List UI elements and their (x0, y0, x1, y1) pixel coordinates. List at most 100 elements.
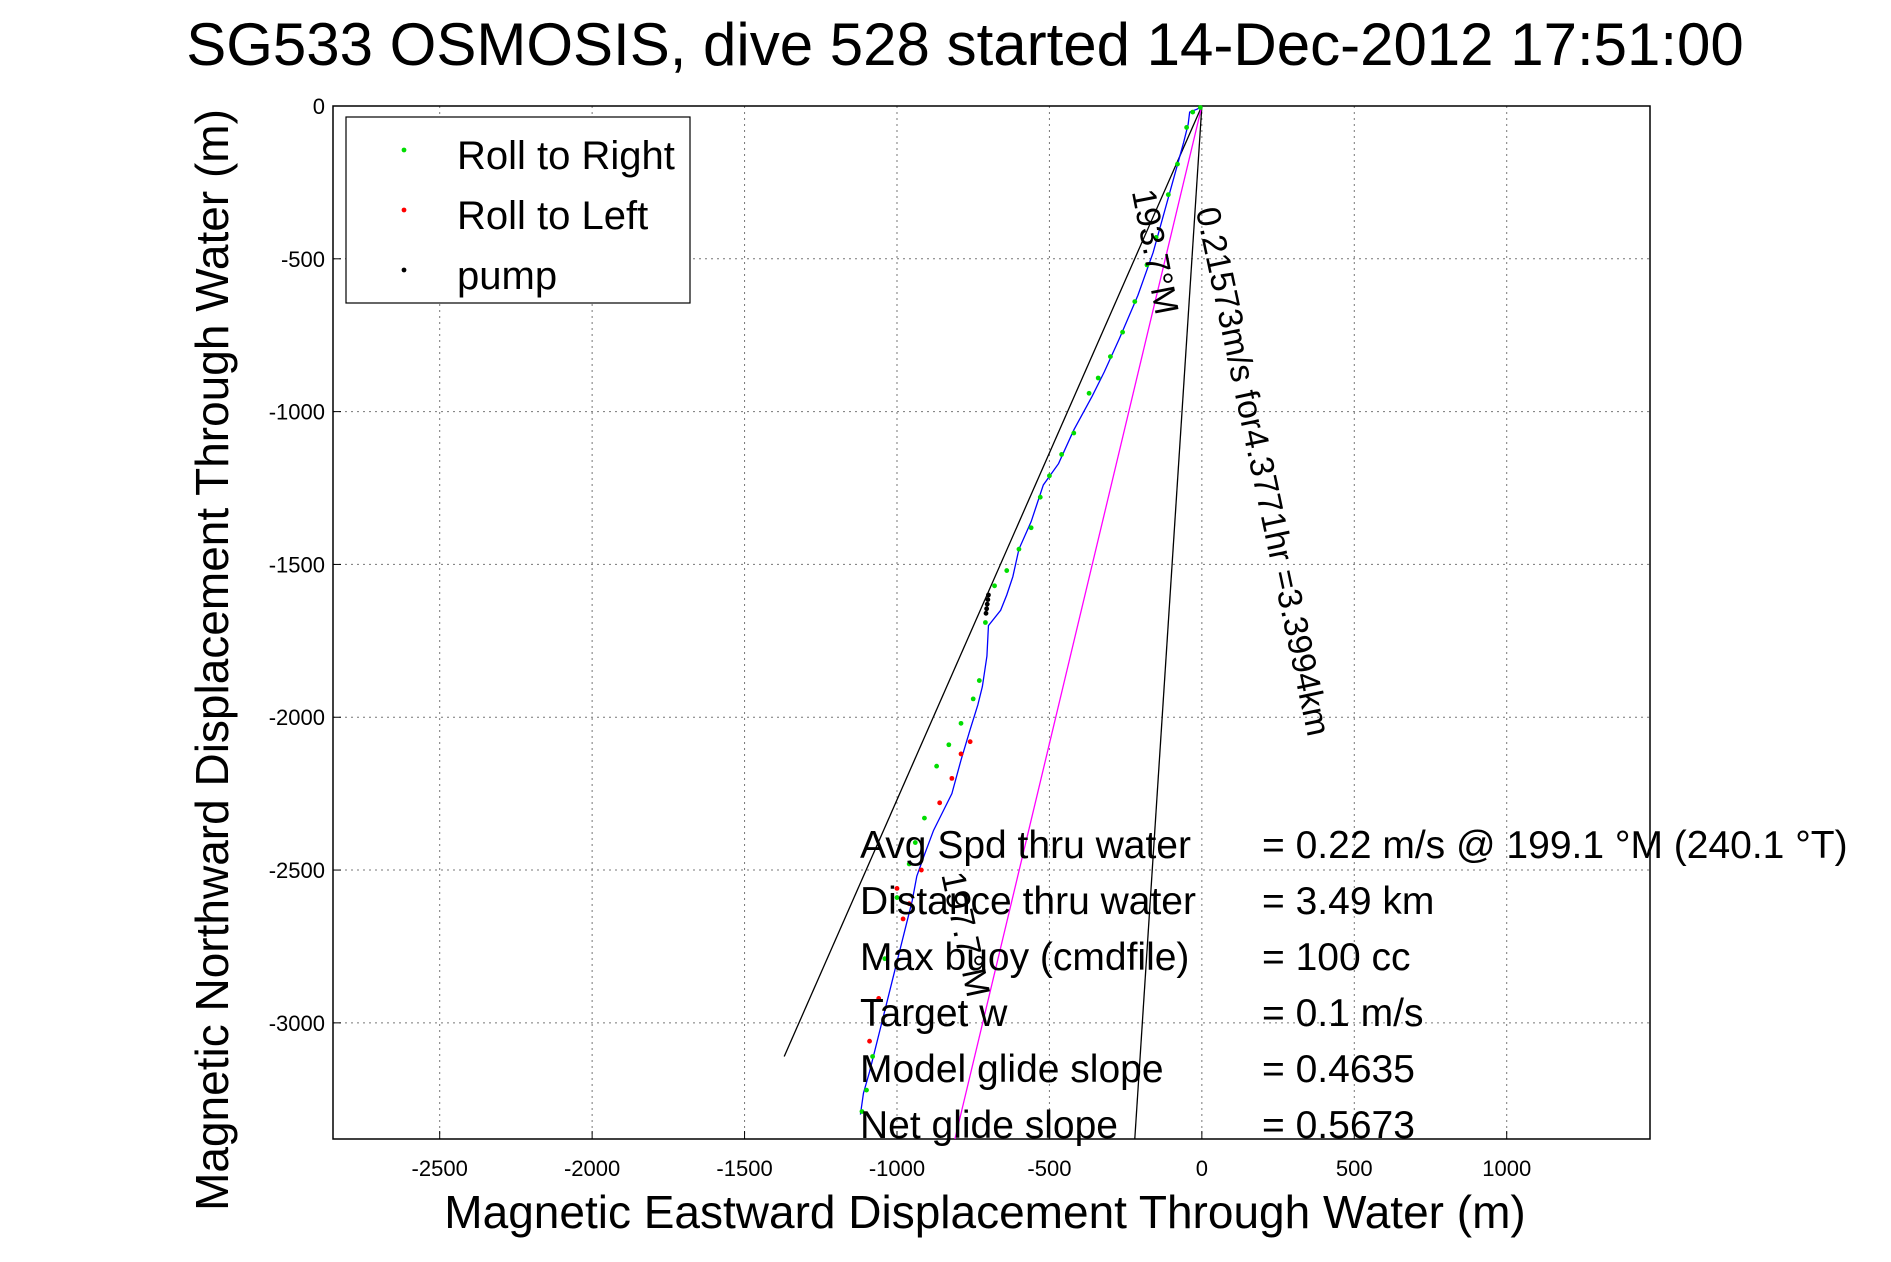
legend: Roll to Right Roll to Left pump (345, 116, 691, 304)
annotations: 0.21573m/s for4.3771hr =3.3994km193.7°M1… (933, 186, 1337, 1001)
y-axis-label: Magnetic Northward Displacement Through … (186, 109, 238, 1211)
stat-value: = 0.1 m/s (1262, 992, 1423, 1035)
x-tick-label: 1000 (1482, 1156, 1531, 1181)
stat-value: = 100 cc (1262, 936, 1411, 979)
data-point (1059, 452, 1065, 457)
plot-frame (332, 105, 1651, 1140)
data-point (946, 742, 952, 748)
x-tick-label: 0 (1196, 1156, 1208, 1181)
data-point (1071, 430, 1077, 436)
data-point (934, 763, 940, 769)
data-point (958, 720, 964, 726)
legend-label: pump (457, 254, 557, 298)
y-tick-label: -1000 (269, 400, 325, 425)
stat-value: = 0.5673 (1262, 1104, 1415, 1147)
data-point (882, 956, 888, 962)
data-point (867, 1038, 872, 1044)
track-line (859, 105, 1203, 1115)
stats-panel: Avg Spd thru water = 0.22 m/s @ 199.1 °M … (860, 824, 1848, 1147)
legend-marker (401, 147, 407, 153)
data-point (876, 996, 882, 1001)
y-tick-label: -2500 (269, 858, 325, 883)
stat-label: Net glide slope (860, 1104, 1118, 1147)
data-point (918, 867, 924, 873)
y-tick-label: -500 (281, 247, 325, 272)
chart-title: SG533 OSMOSIS, dive 528 started 14-Dec-2… (186, 11, 1744, 78)
data-point (1047, 473, 1052, 479)
x-tick-label: -1500 (716, 1156, 772, 1181)
data-point (859, 1109, 865, 1114)
data-point (894, 895, 900, 900)
reference-line (1134, 105, 1203, 1140)
x-tick-label: -1000 (869, 1156, 925, 1181)
data-point (1153, 235, 1159, 240)
reference-line (954, 105, 1203, 1140)
stat-value: = 3.49 km (1262, 880, 1434, 923)
x-tick-label: 500 (1336, 1156, 1373, 1181)
stat-label: Model glide slope (860, 1048, 1164, 1091)
stat-label: Distance thru water (860, 880, 1196, 923)
x-tick-label: -2000 (564, 1156, 620, 1181)
data-point (970, 696, 976, 702)
data-point (1120, 329, 1125, 335)
y-tick-label: -1500 (269, 552, 325, 577)
data-point (870, 1054, 876, 1059)
data-point (1095, 375, 1101, 381)
data-point (967, 739, 973, 745)
data-point (912, 840, 918, 845)
data-point (992, 583, 997, 589)
x-axis-label: Magnetic Eastward Displacement Through W… (444, 1186, 1525, 1238)
stat-label: Avg Spd thru water (860, 824, 1191, 867)
data-point (1016, 546, 1022, 552)
data-point (894, 885, 900, 891)
data-point (1175, 161, 1180, 167)
reference-lines (783, 105, 1203, 1140)
legend-marker (401, 207, 407, 213)
data-point (983, 610, 989, 616)
data-point (986, 592, 991, 598)
stat-value: = 0.22 m/s @ 199.1 °M (240.1 °T) (1262, 824, 1848, 867)
data-point (906, 901, 912, 907)
data-point (1165, 192, 1171, 198)
data-point (1184, 124, 1190, 130)
data-point (984, 606, 990, 612)
reference-line (783, 105, 1203, 1057)
x-tick-label: -500 (1027, 1156, 1071, 1181)
data-point (1144, 262, 1150, 268)
series-group (859, 105, 1203, 1115)
data-point (983, 620, 988, 625)
x-tick-label: -2500 (412, 1156, 468, 1181)
stat-value: = 0.4635 (1262, 1048, 1415, 1091)
data-point (976, 678, 982, 683)
data-point (900, 916, 906, 922)
data-point (906, 861, 912, 867)
data-point (1028, 525, 1034, 531)
data-point (1004, 568, 1010, 573)
grid-lines (333, 105, 1650, 1139)
data-point (984, 601, 990, 607)
data-point (958, 751, 964, 757)
data-point (1086, 390, 1092, 396)
line-annotation: 0.21573m/s for4.3771hr =3.3994km (1188, 204, 1337, 740)
stat-label: Target w (860, 992, 1008, 1035)
data-point (864, 1087, 869, 1093)
stat-label: Max buoy (cmdfile) (860, 936, 1189, 979)
y-tick-label: 0 (313, 94, 325, 119)
legend-label: Roll to Right (457, 134, 675, 178)
y-tick-label: -3000 (269, 1011, 325, 1036)
data-point (1037, 494, 1043, 500)
data-point (985, 597, 991, 602)
data-point (1197, 105, 1203, 110)
data-point (949, 775, 955, 781)
line-annotation: 193.7°M (1124, 186, 1186, 318)
legend-marker (401, 267, 407, 273)
data-point (922, 815, 927, 821)
tick-labels: -2500 -2000 -1500 -1000 -500 0 500 1000 0 -500 -10… (269, 94, 1531, 1181)
data-point (937, 800, 943, 806)
data-point (1132, 299, 1138, 304)
data-point (1190, 109, 1196, 115)
data-point (1107, 354, 1113, 360)
legend-label: Roll to Left (457, 194, 648, 238)
y-tick-label: -2000 (269, 705, 325, 730)
